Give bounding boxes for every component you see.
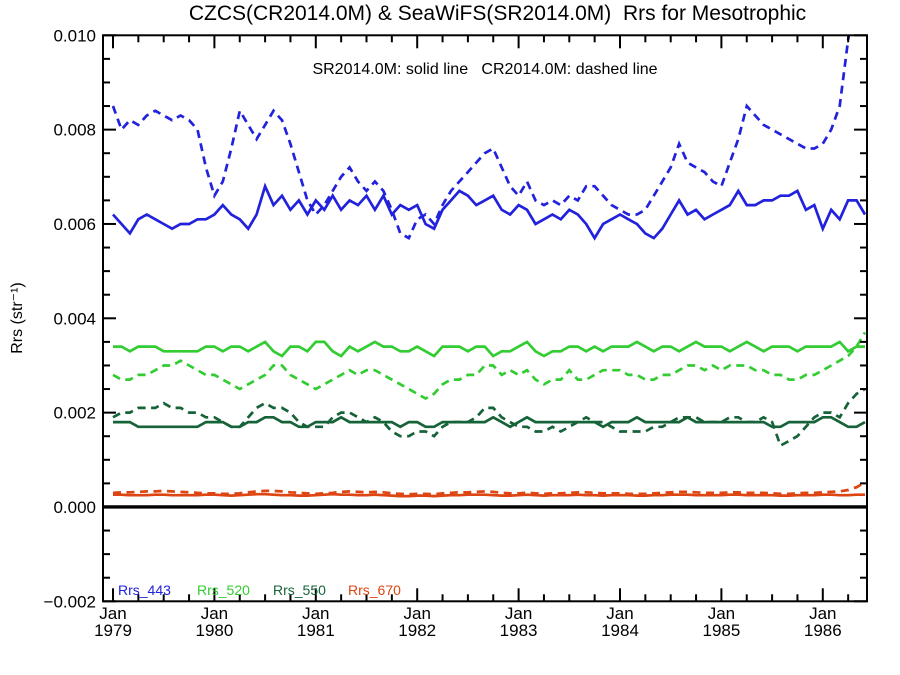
svg-text:0.002: 0.002 bbox=[53, 404, 96, 423]
series-rrs-520-sr2014-0m-seawifs- bbox=[113, 340, 865, 358]
svg-text:1984: 1984 bbox=[601, 621, 639, 640]
axis-ticks bbox=[103, 34, 867, 603]
svg-text:0.008: 0.008 bbox=[53, 121, 96, 140]
svg-text:0.004: 0.004 bbox=[53, 309, 96, 328]
plot-frame bbox=[102, 34, 868, 603]
svg-text:Jan: Jan bbox=[505, 604, 532, 623]
series-rrs-670-cr2014-0m-czcs- bbox=[112, 481, 866, 496]
svg-text:Jan: Jan bbox=[302, 604, 329, 623]
svg-text:1986: 1986 bbox=[804, 621, 842, 640]
series-lines bbox=[111, 35, 867, 498]
svg-text:Jan: Jan bbox=[403, 604, 430, 623]
legend-rrs-550: Rrs_550 bbox=[273, 582, 326, 598]
svg-text:0.010: 0.010 bbox=[53, 26, 96, 45]
svg-text:1979: 1979 bbox=[94, 621, 132, 640]
x-tick-labels: Jan1979Jan1980Jan1981Jan1982Jan1983Jan19… bbox=[94, 604, 842, 640]
legend-rrs-443: Rrs_443 bbox=[118, 582, 171, 598]
svg-text:1982: 1982 bbox=[398, 621, 436, 640]
svg-text:1980: 1980 bbox=[195, 621, 233, 640]
svg-text:Jan: Jan bbox=[201, 604, 228, 623]
svg-text:0.000: 0.000 bbox=[53, 498, 96, 517]
svg-text:1983: 1983 bbox=[500, 621, 538, 640]
svg-text:−0.002: −0.002 bbox=[44, 592, 96, 611]
line-style-note: SR2014.0M: solid line CR2014.0M: dashed … bbox=[312, 61, 658, 78]
series-rrs-670-sr2014-0m-seawifs- bbox=[113, 492, 865, 498]
series-rrs-550-cr2014-0m-czcs- bbox=[112, 387, 866, 448]
y-tick-labels: −0.002 0.000 0.002 0.004 0.006 0.008 0.010 bbox=[44, 26, 96, 611]
svg-text:Jan: Jan bbox=[99, 604, 126, 623]
svg-text:Jan: Jan bbox=[708, 604, 735, 623]
svg-text:Jan: Jan bbox=[809, 604, 836, 623]
svg-text:1981: 1981 bbox=[297, 621, 335, 640]
svg-text:Jan: Jan bbox=[606, 604, 633, 623]
svg-text:0.006: 0.006 bbox=[53, 215, 96, 234]
legend-rrs-670: Rrs_670 bbox=[348, 582, 401, 598]
chart-title: CZCS(CR2014.0M) & SeaWiFS(SR2014.0M) Rrs… bbox=[188, 2, 807, 25]
legend-rrs-520: Rrs_520 bbox=[197, 582, 250, 598]
series-rrs-443-sr2014-0m-seawifs- bbox=[111, 182, 867, 241]
series-rrs-443-cr2014-0m-czcs- bbox=[111, 35, 851, 240]
svg-text:1985: 1985 bbox=[702, 621, 740, 640]
series-rrs-520-cr2014-0m-czcs- bbox=[112, 331, 867, 401]
